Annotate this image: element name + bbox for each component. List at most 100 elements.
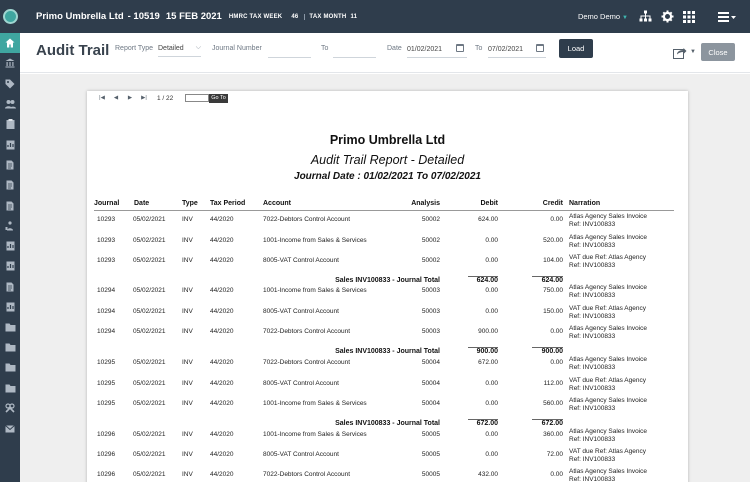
tag-icon [5, 79, 15, 89]
app-logo[interactable] [0, 0, 20, 33]
total-rule-debit [468, 347, 498, 348]
sidebar-item-hierarchy[interactable] [0, 216, 20, 236]
narration-line-2: Ref: INV100833 [569, 475, 616, 482]
sidebar-item-clipboard[interactable] [0, 114, 20, 134]
sidebar-item-ledger[interactable] [0, 256, 20, 276]
chevron-down-icon: ⌵ [195, 44, 201, 51]
page-title: Audit Trail [36, 42, 110, 59]
date-to-input[interactable]: 07/02/2021 [488, 45, 546, 58]
clipboard-icon [6, 119, 14, 130]
folder-icon [5, 384, 15, 393]
narration-line-2: Ref: INV100833 [569, 241, 616, 249]
cell-period: 44/2020 [210, 359, 234, 366]
narration-line-2: Ref: INV100833 [569, 261, 616, 269]
table-row: 10293 05/02/2021 INV 44/2020 1001-Income fro… [94, 234, 674, 253]
narration-line-2: Ref: INV100833 [569, 291, 616, 299]
caret-down-icon: ▼ [690, 49, 696, 55]
sidebar-item-statements[interactable] [0, 195, 20, 215]
hamburger-menu-icon[interactable] [718, 11, 736, 22]
cell-date: 05/02/2021 [133, 308, 166, 315]
user-menu[interactable]: Demo Demo ▼ [578, 12, 628, 21]
company-code: - 10519 [127, 11, 160, 22]
journal-number-label: Journal Number [212, 45, 262, 52]
export-button[interactable]: ▼ [673, 44, 699, 60]
cell-journal: 10293 [97, 237, 116, 244]
sidebar-item-folder-2[interactable] [0, 337, 20, 357]
col-date: Date [134, 200, 150, 207]
sidebar-item-mail[interactable] [0, 419, 20, 439]
sidebar-item-folder-4[interactable] [0, 378, 20, 398]
sidebar-item-bank[interactable] [0, 53, 20, 73]
cell-journal: 10293 [97, 216, 116, 223]
cell-analysis: 50005 [421, 471, 440, 478]
sidebar-item-journals[interactable] [0, 277, 20, 297]
goto-page-input[interactable] [185, 94, 210, 102]
cell-credit: 72.00 [546, 451, 563, 458]
first-page-icon[interactable]: |◀ [99, 95, 105, 101]
date-from-value: 01/02/2021 [407, 46, 443, 53]
cell-type: INV [182, 451, 193, 458]
total-rule-debit [468, 419, 498, 420]
calendar-icon[interactable] [536, 44, 544, 52]
next-page-icon[interactable]: ▶ [127, 95, 133, 101]
cell-narration: VAT due Ref: Atlas Agency Ref: INV100833 [569, 377, 646, 392]
close-button[interactable]: Close [701, 43, 735, 61]
journal-total-label: Sales INV100833 - Journal Total [335, 420, 440, 427]
cell-type: INV [182, 380, 193, 387]
tax-week-label: HMRC TAX WEEK [228, 13, 283, 20]
cell-type: INV [182, 328, 193, 335]
journal-number-to-input[interactable] [333, 45, 376, 58]
cell-type: INV [182, 257, 193, 264]
caret-down-icon: ▼ [622, 15, 628, 21]
apps-grid-icon[interactable] [682, 10, 696, 24]
hierarchy-icon [5, 221, 13, 231]
cell-narration: Atlas Agency Sales Invoice Ref: INV100833 [569, 234, 647, 249]
report-rows: 10293 05/02/2021 INV 44/2020 7022-Debtors Co… [94, 91, 674, 482]
load-button[interactable]: Load [559, 39, 593, 58]
cell-type: INV [182, 237, 193, 244]
sidebar [0, 33, 20, 482]
sidebar-item-tags[interactable] [0, 74, 20, 94]
last-page-icon[interactable]: ▶| [141, 95, 147, 101]
cell-debit: 900.00 [478, 328, 498, 335]
org-chart-icon[interactable] [638, 10, 652, 24]
report-date-range: Journal Date : 01/02/2021 To 07/02/2021 [294, 171, 481, 182]
journal-total-debit: 900.00 [476, 348, 498, 355]
sidebar-item-folder-1[interactable] [0, 317, 20, 337]
prev-page-icon[interactable]: ◀ [113, 95, 119, 101]
cell-account: 8005-VAT Control Account [263, 380, 339, 387]
cell-date: 05/02/2021 [133, 257, 166, 264]
report-type-select[interactable]: Detailed ⌵ [158, 43, 201, 57]
sidebar-item-tools[interactable] [0, 398, 20, 418]
cell-date: 05/02/2021 [133, 359, 166, 366]
narration-line-1: Atlas Agency Sales Invoice [569, 234, 648, 241]
sidebar-item-invoices[interactable] [0, 175, 20, 195]
folder-icon [5, 363, 15, 372]
calendar-icon[interactable] [456, 44, 464, 52]
goto-button[interactable]: Go To [209, 93, 228, 103]
cell-journal: 10294 [97, 328, 116, 335]
cell-type: INV [182, 287, 193, 294]
cell-period: 44/2020 [210, 287, 234, 294]
table-row: 10296 05/02/2021 INV 44/2020 1001-Income fro… [94, 428, 674, 447]
document-icon [6, 282, 14, 292]
home-icon [5, 38, 15, 48]
sidebar-item-documents[interactable] [0, 155, 20, 175]
narration-line-2: Ref: INV100833 [569, 363, 616, 371]
sidebar-item-reports[interactable] [0, 134, 20, 154]
logo-icon [2, 9, 18, 24]
date-from-input[interactable]: 01/02/2021 [407, 45, 467, 58]
cell-journal: 10296 [97, 451, 116, 458]
mail-icon [5, 424, 15, 433]
journal-number-from-input[interactable] [268, 45, 311, 58]
cell-credit: 0.00 [550, 471, 563, 478]
sidebar-item-vat[interactable] [0, 297, 20, 317]
sidebar-item-analysis[interactable] [0, 236, 20, 256]
sidebar-item-users[interactable] [0, 94, 20, 114]
sidebar-item-folder-3[interactable] [0, 358, 20, 378]
narration-line-2: Ref: INV100833 [569, 220, 616, 228]
sidebar-item-home[interactable] [0, 33, 20, 54]
journal-total-row: Sales INV100833 - Journal Total 900.00 900… [94, 348, 674, 358]
gear-icon[interactable] [660, 10, 674, 24]
